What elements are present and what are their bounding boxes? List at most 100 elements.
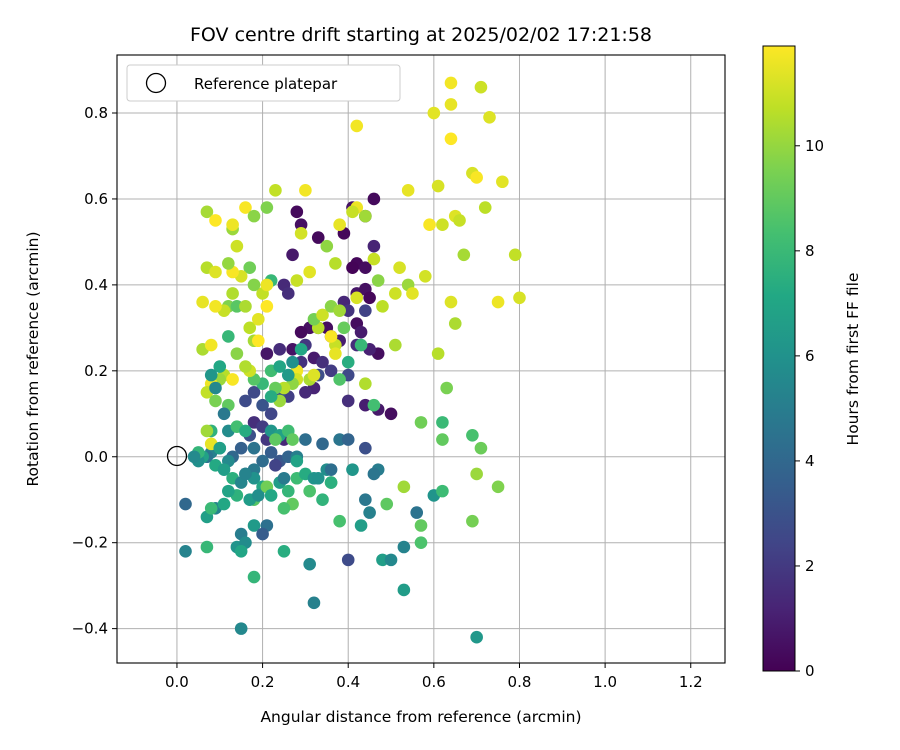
data-point	[427, 106, 441, 120]
data-point	[466, 428, 479, 442]
data-point	[299, 386, 312, 399]
data-point	[239, 394, 252, 408]
data-point	[222, 484, 235, 498]
data-point	[359, 493, 372, 507]
data-point	[513, 291, 526, 305]
data-point	[341, 433, 355, 446]
data-point	[483, 111, 496, 124]
data-point	[303, 484, 316, 498]
data-points	[179, 76, 526, 644]
data-point	[333, 304, 346, 317]
data-point	[444, 132, 458, 146]
data-point	[277, 544, 291, 558]
colorbar-tick-label: 8	[805, 242, 815, 260]
data-point	[281, 368, 295, 382]
data-point	[444, 76, 458, 90]
data-point	[341, 355, 355, 369]
data-point	[209, 265, 222, 279]
data-point	[230, 239, 244, 253]
grid-lines	[117, 55, 725, 663]
data-point	[436, 218, 449, 232]
data-point	[397, 480, 411, 494]
data-point	[359, 441, 372, 455]
data-point	[474, 80, 488, 94]
data-point	[196, 295, 209, 309]
data-point	[329, 257, 342, 270]
x-tick-label: 0.8	[508, 673, 532, 691]
data-point	[264, 390, 278, 403]
data-point	[324, 476, 338, 489]
data-point	[239, 360, 252, 373]
y-axis: −0.4 −0.2 0.0 0.2 0.4 0.6 0.8	[72, 104, 117, 638]
data-point	[329, 347, 342, 360]
data-point	[350, 119, 364, 133]
data-point	[247, 441, 261, 455]
data-point	[286, 355, 299, 369]
data-point	[376, 300, 389, 313]
colorbar-tick-label: 6	[805, 347, 815, 365]
legend-label: Reference platepar	[194, 75, 338, 93]
data-point	[269, 184, 282, 197]
data-point	[359, 209, 372, 223]
data-point	[341, 553, 355, 567]
colorbar: 0 2 4 6 8 10 Hours from first FF file	[762, 45, 862, 680]
data-point	[414, 519, 428, 532]
data-point	[444, 98, 458, 111]
data-point	[251, 312, 265, 326]
data-point	[290, 274, 304, 287]
data-point	[239, 201, 252, 214]
data-point	[311, 471, 325, 485]
colorbar-tick-label: 4	[805, 452, 815, 470]
data-point	[457, 248, 471, 262]
data-point	[226, 287, 239, 300]
data-point	[303, 265, 316, 279]
data-point	[470, 467, 483, 481]
data-point	[354, 519, 368, 532]
data-point	[363, 291, 376, 305]
data-point	[247, 209, 261, 223]
data-point	[384, 407, 398, 421]
data-point	[307, 596, 321, 610]
data-point	[320, 239, 334, 253]
y-axis-label: Rotation from reference (arcmin)	[24, 231, 42, 486]
x-tick-label: 0.0	[165, 673, 189, 691]
data-point	[247, 278, 261, 292]
data-point	[431, 347, 445, 360]
data-point	[179, 497, 192, 511]
data-point	[260, 347, 274, 360]
data-point	[200, 540, 214, 554]
data-point	[359, 261, 372, 274]
data-point	[354, 338, 368, 352]
data-point	[380, 497, 394, 511]
chart-title: FOV centre drift starting at 2025/02/02 …	[190, 24, 652, 46]
data-point	[290, 205, 304, 219]
data-point	[397, 540, 411, 554]
data-point	[217, 497, 231, 511]
data-point	[294, 325, 308, 339]
data-point	[316, 355, 329, 369]
y-tick-label: −0.2	[72, 534, 108, 552]
data-point	[337, 321, 351, 335]
data-point	[260, 201, 274, 214]
data-point	[281, 287, 295, 300]
y-tick-label: 0.4	[84, 276, 108, 294]
data-point	[269, 433, 282, 446]
data-point	[222, 330, 235, 343]
data-point	[393, 261, 406, 274]
data-point	[273, 343, 287, 356]
data-point	[367, 467, 381, 481]
data-point	[389, 287, 402, 300]
legend-marker-open-circle	[145, 72, 167, 94]
x-tick-label: 1.2	[679, 673, 703, 691]
data-point	[217, 463, 231, 476]
colorbar-tick-label: 10	[805, 137, 824, 155]
data-point	[234, 622, 248, 635]
data-point	[247, 519, 261, 532]
data-point	[478, 201, 492, 214]
y-tick-label: −0.4	[72, 620, 108, 638]
data-point	[286, 248, 299, 262]
data-point	[466, 514, 479, 528]
data-point	[324, 364, 338, 378]
colorbar-tick-label: 2	[805, 557, 815, 575]
y-tick-label: 0.6	[84, 190, 108, 208]
